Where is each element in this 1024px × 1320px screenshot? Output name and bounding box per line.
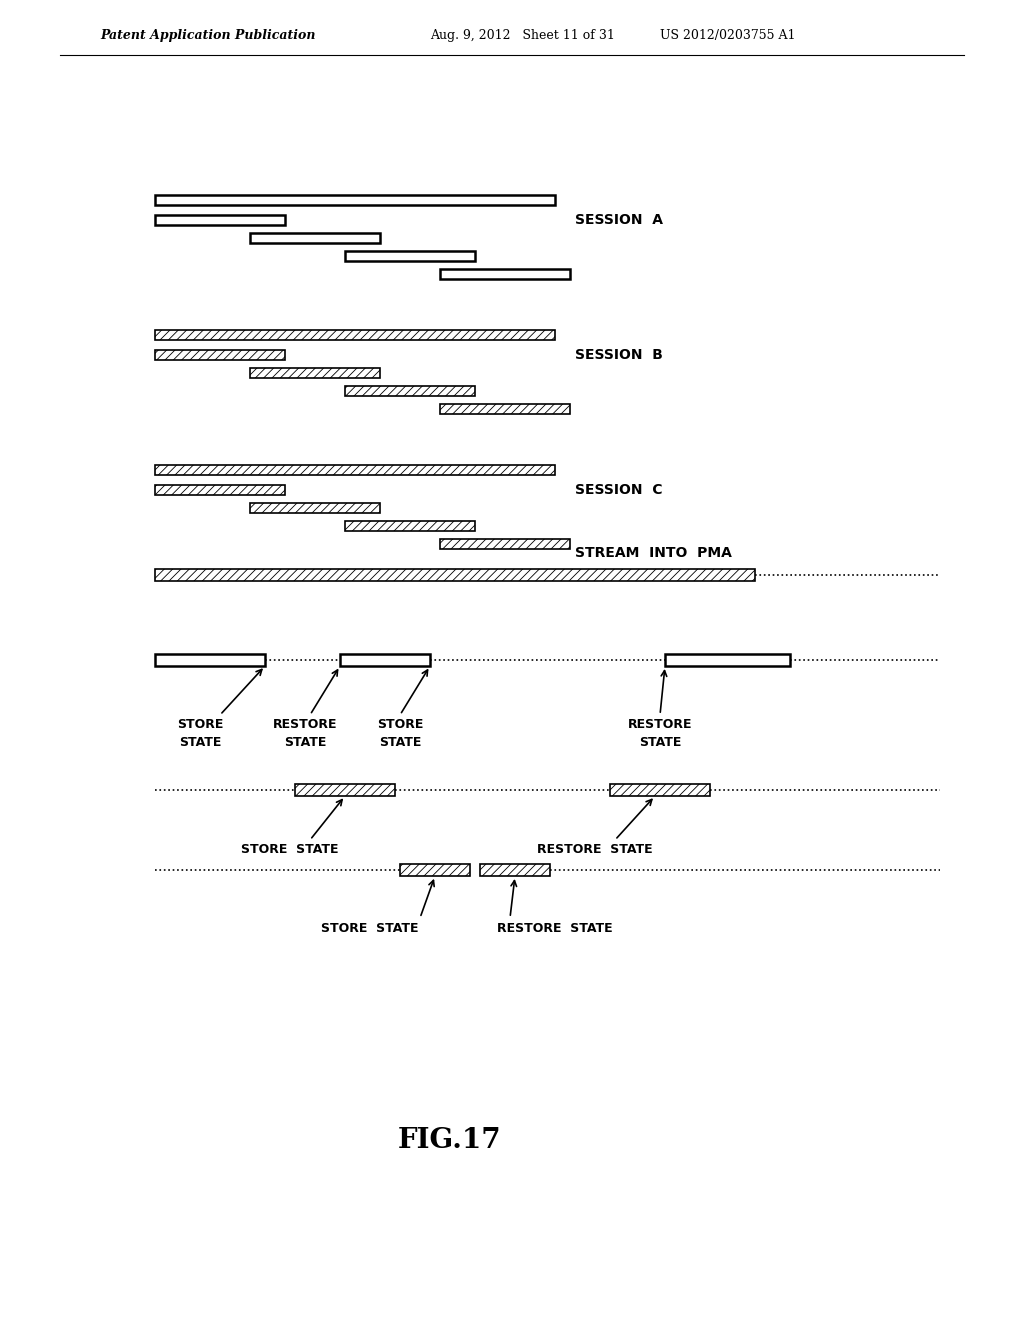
Text: RESTORE: RESTORE [272,718,337,731]
Bar [250,234,380,243]
Bar [155,195,555,205]
Bar [440,269,570,279]
Text: SESSION  B: SESSION B [575,348,663,362]
Text: FIG.17: FIG.17 [398,1126,502,1154]
Bar [250,368,380,378]
Bar [480,865,550,876]
Bar [400,865,470,876]
Bar [295,784,395,796]
Bar [155,465,555,475]
Bar [155,350,285,360]
Text: STATE: STATE [284,737,327,748]
Text: RESTORE: RESTORE [628,718,692,731]
Text: STATE: STATE [639,737,681,748]
Bar [155,215,285,224]
Bar [345,385,475,396]
Bar [155,569,755,581]
Text: RESTORE  STATE: RESTORE STATE [498,921,612,935]
Bar [440,404,570,414]
Text: STORE: STORE [377,718,423,731]
Text: Patent Application Publication: Patent Application Publication [100,29,315,41]
Bar [610,784,710,796]
Bar [155,653,265,667]
Bar [155,484,285,495]
Bar [665,653,790,667]
Text: SESSION  C: SESSION C [575,483,663,498]
Text: STORE  STATE: STORE STATE [242,843,339,855]
Bar [440,539,570,549]
Bar [155,330,555,341]
Text: US 2012/0203755 A1: US 2012/0203755 A1 [660,29,796,41]
Text: STORE: STORE [177,718,223,731]
Text: RESTORE  STATE: RESTORE STATE [538,843,653,855]
Bar [250,503,380,513]
Text: Aug. 9, 2012   Sheet 11 of 31: Aug. 9, 2012 Sheet 11 of 31 [430,29,614,41]
Bar [340,653,430,667]
Text: STREAM  INTO  PMA: STREAM INTO PMA [575,546,732,560]
Text: SESSION  A: SESSION A [575,213,663,227]
Bar [345,521,475,531]
Text: STATE: STATE [179,737,221,748]
Text: STATE: STATE [379,737,421,748]
Bar [345,251,475,261]
Text: STORE  STATE: STORE STATE [322,921,419,935]
